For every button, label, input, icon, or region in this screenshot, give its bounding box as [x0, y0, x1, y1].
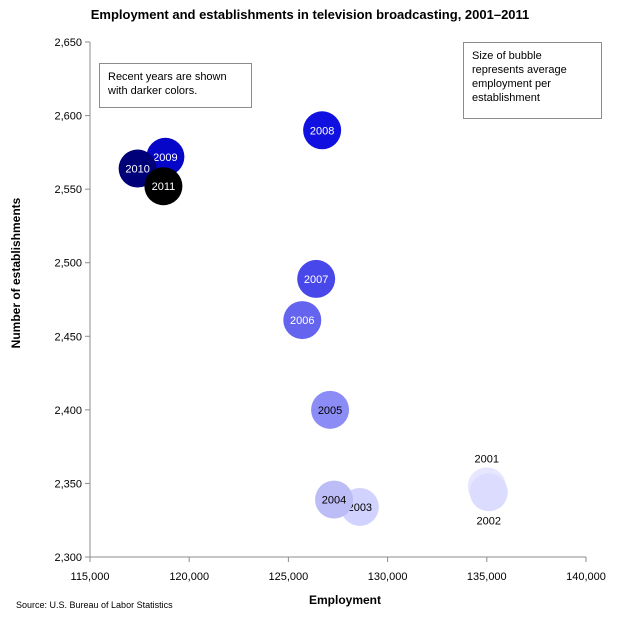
bubble-label: 2001 [475, 453, 499, 465]
axes: 2,300 2,350 2,400 2,450 2,500 2,550 2,600 2,650… [54, 37, 605, 583]
y-tick-label: 2,550 [54, 184, 82, 196]
y-tick-label: 2,500 [54, 258, 82, 270]
x-tick-label: 130,000 [368, 571, 408, 583]
bubble-label: 2006 [290, 315, 314, 327]
bubble-label: 2010 [125, 164, 149, 176]
x-axis-label: Employment [309, 593, 381, 607]
color-note: Recent years are shown with darker color… [99, 63, 252, 108]
y-tick-label: 2,300 [54, 552, 82, 564]
y-axis-label: Number of establishments [9, 197, 23, 348]
bubble-label: 2005 [318, 405, 342, 417]
bubble [469, 473, 508, 512]
y-tick-label: 2,600 [54, 111, 82, 123]
bubble [283, 301, 322, 340]
y-tick-label: 2,650 [54, 37, 82, 49]
bubble-label: 2004 [322, 495, 346, 507]
bubble-label: 2007 [304, 274, 328, 286]
bubble [303, 111, 342, 150]
bubble [311, 390, 350, 429]
source-note: Source: U.S. Bureau of Labor Statistics [16, 600, 173, 610]
x-tick-label: 120,000 [169, 571, 209, 583]
y-tick-label: 2,400 [54, 405, 82, 417]
chart-title: Employment and establishments in televis… [90, 7, 530, 22]
bubble-label: 2008 [310, 125, 334, 137]
x-tick-label: 125,000 [269, 571, 309, 583]
x-tick-label: 140,000 [566, 571, 606, 583]
bubble-label: 2003 [348, 502, 372, 514]
bubble-label: 2009 [153, 152, 177, 164]
bubble [297, 259, 336, 298]
x-tick-label: 115,000 [71, 571, 110, 583]
size-note: Size of bubble represents average employ… [463, 42, 602, 119]
y-tick-label: 2,450 [54, 331, 82, 343]
y-tick-label: 2,350 [54, 478, 82, 490]
bubble-label: 2002 [477, 515, 501, 527]
bubble [315, 480, 354, 519]
x-tick-label: 135,000 [467, 571, 507, 583]
bubble-label: 2011 [152, 181, 176, 193]
bubble [144, 167, 183, 206]
